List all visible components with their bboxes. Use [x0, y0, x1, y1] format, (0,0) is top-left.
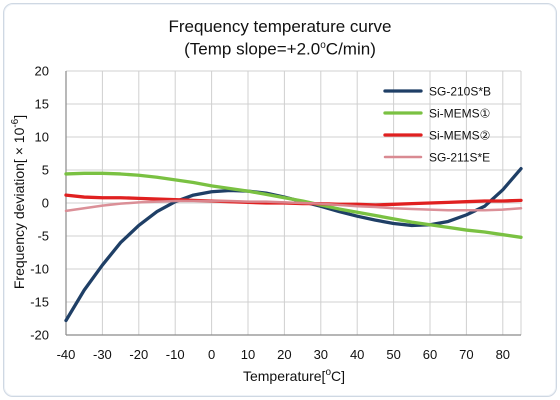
chart-title-line-2-prefix: (Temp slope=+2.0: [184, 39, 321, 59]
tick-labels: -40 -30 -20 -10 0 10 20 30 40 50 60 70 8020151050-5-…: [30, 64, 510, 363]
x-axis-label-suffix: C]: [331, 368, 345, 384]
axes: [65, 71, 521, 336]
legend-label-sg-211s-e: SG-211S*E: [429, 151, 490, 165]
y-axis-label-suffix: ]: [11, 115, 27, 119]
data-series: [64, 167, 523, 323]
chart-title-line-2-suffix: C/min): [325, 39, 376, 59]
chart-title-line-2-degree: o: [320, 40, 326, 51]
x-axis-label-prefix: Temperature[: [243, 368, 326, 384]
y-tick-label-20: 20: [35, 64, 49, 79]
chart-title-line-2: (Temp slope=+2.0oC/min): [0, 36, 560, 59]
x-tick-label-60: 60: [423, 347, 437, 362]
y-tick-label-minus-15: -15: [30, 295, 49, 310]
legend-label-si-mems2: Si-MEMS②: [429, 129, 490, 143]
y-tick-label-15: 15: [35, 97, 49, 112]
y-tick-label-minus-10: -10: [30, 262, 49, 277]
x-tick-label-minus-10: -10: [166, 347, 185, 362]
y-tick-label-minus-5: -5: [37, 229, 49, 244]
y-axis-label: Frequency deviation[ × 10-6]: [10, 115, 27, 289]
y-tick-label-5: 5: [42, 163, 49, 178]
x-tick-label-70: 70: [459, 347, 473, 362]
x-tick-label-10: 10: [241, 347, 255, 362]
series-line-sg-211s-e: [64, 199, 523, 213]
y-tick-label-10: 10: [35, 130, 49, 145]
legend-label-si-mems1: Si-MEMS①: [429, 107, 490, 121]
x-tick-label-80: 80: [496, 347, 510, 362]
y-axis-label-exponent: -6: [10, 118, 21, 127]
axis-labels: Temperature[oC] Frequency deviation[ × 10…: [10, 115, 345, 384]
x-tick-label-20: 20: [277, 347, 291, 362]
y-axis-label-prefix: Frequency deviation[ × 10: [11, 127, 27, 289]
chart-frame: [3, 3, 557, 397]
y-tick-label-0: 0: [42, 196, 49, 211]
series-line-sg-210s-b: [64, 167, 523, 323]
x-tick-label-50: 50: [386, 347, 400, 362]
series-line-si-mems1: [64, 171, 523, 239]
chart-title: Frequency temperature curve (Temp slope=…: [0, 17, 560, 59]
legend: SG-210S*B Si-MEMS① Si-MEMS② SG-211S*E: [383, 85, 491, 165]
legend-label-sg-210s-b: SG-210S*B: [429, 85, 491, 99]
x-axis-label: Temperature[oC]: [243, 367, 345, 384]
x-tick-label-0: 0: [208, 347, 215, 362]
x-tick-label-minus-30: -30: [93, 347, 112, 362]
x-axis-label-degree: o: [325, 367, 331, 378]
y-tick-label-minus-20: -20: [30, 328, 49, 343]
x-tick-label-minus-20: -20: [129, 347, 148, 362]
x-tick-label-40: 40: [350, 347, 364, 362]
chart-title-line-1: Frequency temperature curve: [168, 17, 392, 36]
x-tick-label-minus-40: -40: [57, 347, 76, 362]
x-tick-label-30: 30: [314, 347, 328, 362]
